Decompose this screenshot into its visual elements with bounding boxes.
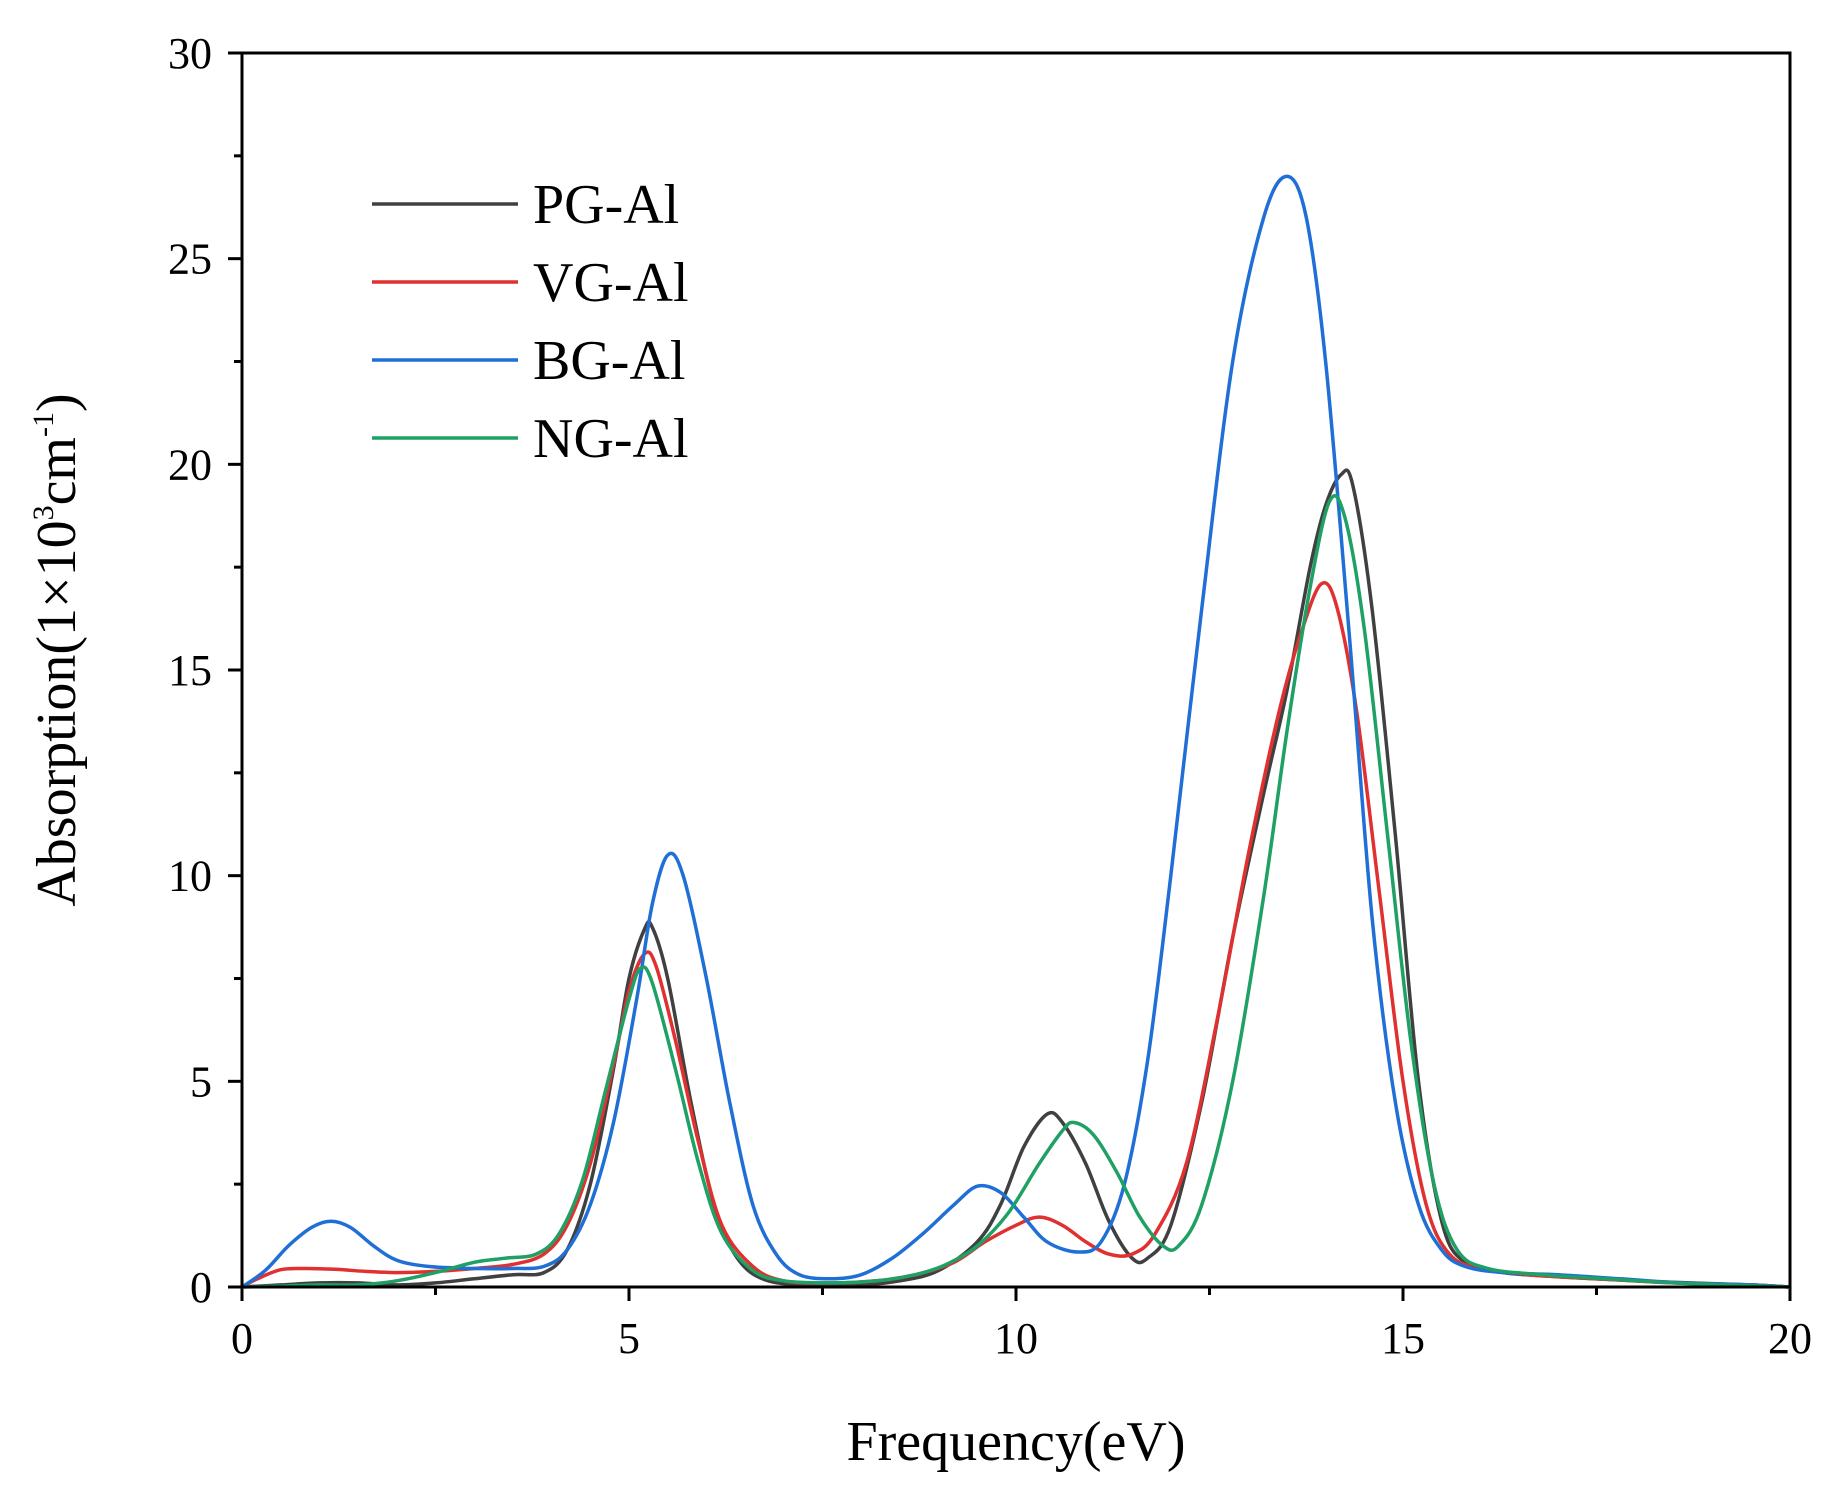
- plot-frame: [240, 51, 1792, 1289]
- x-axis-title: Frequency(eV): [847, 1411, 1186, 1473]
- legend-label-ng-al: NG-Al: [533, 408, 689, 470]
- series-line-vg-al: [241, 581, 1791, 1289]
- legend: PG-Al VG-Al BG-Al NG-Al: [372, 174, 689, 470]
- legend-label-bg-al: BG-Al: [533, 330, 685, 392]
- x-tick-label: 0: [231, 1314, 253, 1363]
- x-tick-label: 15: [1381, 1314, 1425, 1363]
- series-line-pg-al: [241, 468, 1791, 1289]
- x-tick-label: 20: [1768, 1314, 1812, 1363]
- y-tick-label: 25: [168, 235, 212, 284]
- y-tick-label: 10: [168, 852, 212, 901]
- y-tick-label: 20: [168, 440, 212, 489]
- legend-label-vg-al: VG-Al: [533, 252, 689, 314]
- x-tick-label: 5: [618, 1314, 640, 1363]
- y-tick-label: 30: [168, 29, 212, 78]
- legend-label-pg-al: PG-Al: [533, 174, 679, 236]
- y-tick-label: 0: [190, 1263, 212, 1312]
- series-layer: [241, 174, 1791, 1289]
- y-axis-title: Absorption(1×103cm-1): [26, 393, 88, 906]
- y-tick-label: 15: [168, 646, 212, 695]
- ticks-layer: 0 5 10 15 20 0 5 10 15 20 25 30: [168, 29, 1812, 1363]
- y-tick-label: 5: [190, 1057, 212, 1106]
- series-line-ng-al: [241, 494, 1791, 1289]
- x-tick-label: 10: [994, 1314, 1038, 1363]
- series-line-bg-al: [241, 174, 1791, 1289]
